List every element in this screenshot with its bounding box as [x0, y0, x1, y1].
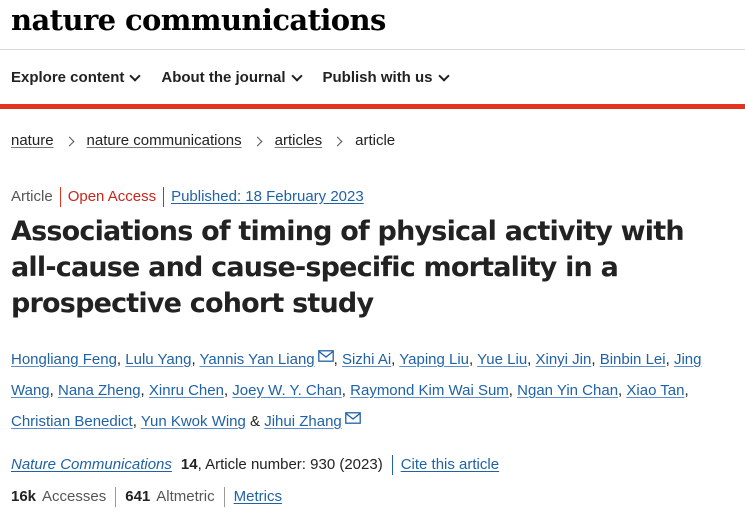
volume-number: 14	[180, 456, 198, 473]
author-link[interactable]: Jihui Zhang	[264, 413, 342, 430]
envelope-icon[interactable]	[317, 350, 334, 362]
breadcrumb-nature-communications[interactable]: nature communications	[86, 132, 242, 149]
nav-publish-with-us[interactable]: Publish with us	[322, 68, 450, 88]
journal-link[interactable]: Nature Communications	[11, 456, 172, 473]
author-link[interactable]: Raymond Kim Wai Sum	[350, 382, 509, 399]
author-list: Hongliang Feng, Lulu Yang, Yannis Yan Li…	[11, 350, 702, 430]
metrics-link[interactable]: Metrics	[233, 488, 282, 505]
chevron-right-icon	[332, 136, 343, 146]
breadcrumb-articles[interactable]: articles	[274, 132, 323, 149]
chevron-right-icon	[64, 136, 74, 146]
author-link[interactable]: Ngan Yin Chan	[517, 382, 619, 399]
published-date-link[interactable]: Published: 18 February 2023	[171, 188, 364, 205]
header-divider	[0, 49, 745, 50]
author-link[interactable]: Xinru Chen	[148, 382, 224, 399]
breadcrumb-nature[interactable]: nature	[11, 132, 54, 149]
author-link[interactable]: Jing Wang	[11, 351, 702, 399]
article-metrics: 16k Accesses 641 Altmetric Metrics	[11, 487, 282, 507]
author-link[interactable]: Hongliang Feng	[11, 351, 117, 368]
author-link[interactable]: Yannis Yan Liang	[199, 351, 315, 368]
article-title: Associations of timing of physical activ…	[11, 216, 685, 319]
author-link[interactable]: Binbin Lei	[599, 351, 666, 368]
nav-label: Publish with us	[322, 69, 433, 86]
open-access-badge: Open Access	[61, 187, 165, 207]
author-link[interactable]: Nana Zheng	[57, 382, 141, 399]
author-link[interactable]: Yaping Liu	[399, 351, 470, 368]
author-link[interactable]: Joey W. Y. Chan	[232, 382, 342, 399]
author-link[interactable]: Xiao Tan	[626, 382, 685, 399]
accesses-count: 16k	[11, 488, 37, 505]
nav-explore-content[interactable]: Explore content	[11, 68, 142, 88]
chevron-down-icon	[437, 69, 450, 82]
altmetric-score: 641	[125, 488, 151, 505]
author-link[interactable]: Yue Liu	[477, 351, 528, 368]
author-link[interactable]: Sizhi Ai	[341, 351, 392, 368]
nav-about-journal[interactable]: About the journal	[161, 68, 303, 88]
citation-line: Nature Communications 14 , Article numbe…	[11, 455, 499, 475]
cite-this-article-link[interactable]: Cite this article	[400, 456, 500, 473]
envelope-icon[interactable]	[344, 412, 361, 424]
nav-label: Explore content	[11, 69, 125, 86]
article-meta: Article Open Access Published: 18 Februa…	[11, 187, 364, 207]
divider	[223, 487, 225, 507]
chevron-down-icon	[129, 69, 142, 82]
chevron-right-icon	[252, 136, 263, 146]
main-nav: Explore content About the journal Publis…	[11, 68, 470, 88]
breadcrumb-current: article	[355, 132, 396, 149]
author-link[interactable]: Christian Benedict	[11, 413, 133, 430]
header-accent-bar	[0, 104, 745, 109]
article-type: Article	[11, 187, 61, 207]
author-link[interactable]: Lulu Yang	[125, 351, 192, 368]
altmetric-label: Altmetric	[156, 488, 215, 505]
divider	[115, 487, 117, 507]
divider	[391, 455, 393, 475]
author-link[interactable]: Yun Kwok Wing	[140, 413, 246, 430]
author-link[interactable]: Xinyi Jin	[535, 351, 592, 368]
nav-label: About the journal	[161, 69, 286, 86]
breadcrumb: nature nature communications articles ar…	[11, 131, 395, 151]
site-logo[interactable]: nature communications	[11, 3, 386, 37]
accesses-label: Accesses	[42, 488, 107, 505]
article-number: , Article number: 930 (2023)	[197, 456, 383, 473]
chevron-down-icon	[290, 69, 303, 82]
